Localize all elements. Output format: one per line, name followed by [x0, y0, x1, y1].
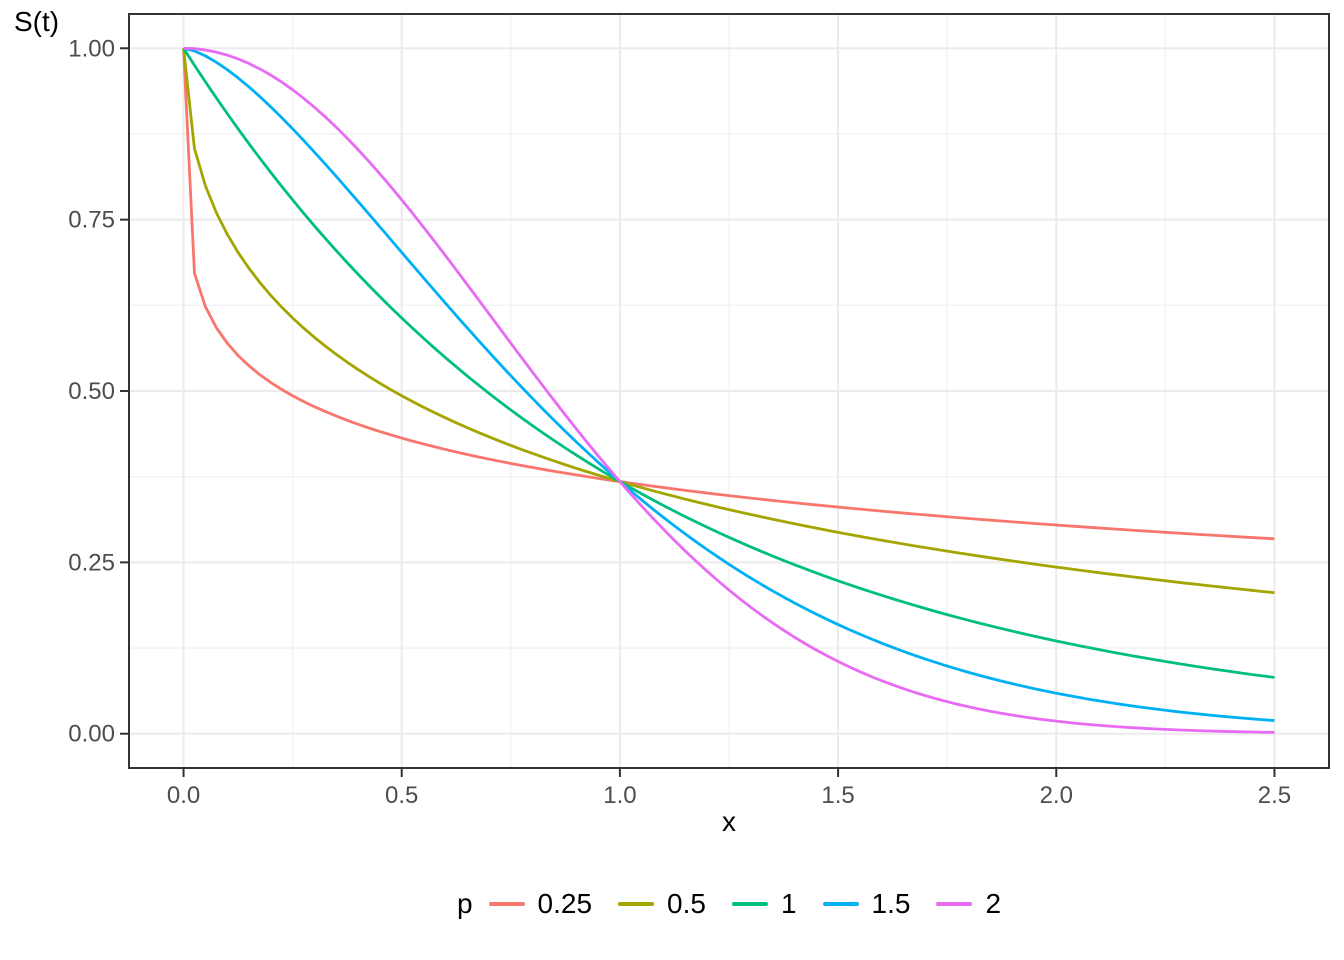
- legend-item-2: 2: [936, 888, 1001, 920]
- y-tick-label: 0.50: [68, 378, 115, 405]
- legend-item-label: 1.5: [871, 888, 911, 919]
- legend-item-1: 1: [731, 888, 797, 920]
- legend-key-line: [488, 902, 525, 906]
- curve-p-1: [182, 47, 1275, 679]
- y-tick-label: 1.00: [68, 35, 115, 62]
- legend-items: 0.25 0.5 1 1.5 2: [488, 888, 1001, 920]
- x-tick-label: 1.0: [603, 782, 636, 809]
- y-tick-label: 0.00: [68, 721, 115, 748]
- x-tick-label: 2.0: [1040, 782, 1073, 809]
- curve-p-0.25: [182, 48, 1275, 541]
- legend-item-label: 0.5: [667, 888, 706, 919]
- legend-item-label: 2: [985, 888, 1002, 919]
- legend-key-line: [731, 902, 768, 906]
- plot-panel: 0.0 0.5 1.0 1.5 2.0 2.5 0.00 0.25 0.50 0.75 1.00: [68, 13, 1330, 809]
- x-axis-title: x: [722, 806, 736, 837]
- legend-item-1.5: 1.5: [822, 888, 911, 920]
- legend-key-line: [936, 902, 973, 906]
- legend-title: p: [456, 888, 473, 919]
- y-tick-label: 0.25: [68, 549, 115, 576]
- y-axis-title: S(t): [14, 6, 60, 37]
- legend-key-line: [822, 902, 859, 906]
- legend-item-0.25: 0.25: [488, 888, 593, 920]
- x-tick-label: 0.5: [385, 782, 418, 809]
- panel-border: [128, 13, 1330, 769]
- x-tick-label: 0.0: [167, 782, 200, 809]
- legend: p 0.25 0.5 1 1.5 2: [129, 884, 1329, 924]
- legend-item-label: 1: [780, 888, 797, 919]
- x-tick-label: 1.5: [821, 782, 854, 809]
- x-tick-label: 2.5: [1258, 782, 1291, 809]
- curve-p-2: [183, 46, 1275, 734]
- y-tick-label: 0.75: [68, 207, 115, 234]
- curve-p-0.5: [182, 48, 1275, 595]
- legend-key-line: [618, 902, 655, 906]
- legend-item-0.5: 0.5: [618, 888, 706, 920]
- curve-p-1.5: [183, 46, 1275, 722]
- legend-item-label: 0.25: [537, 888, 593, 919]
